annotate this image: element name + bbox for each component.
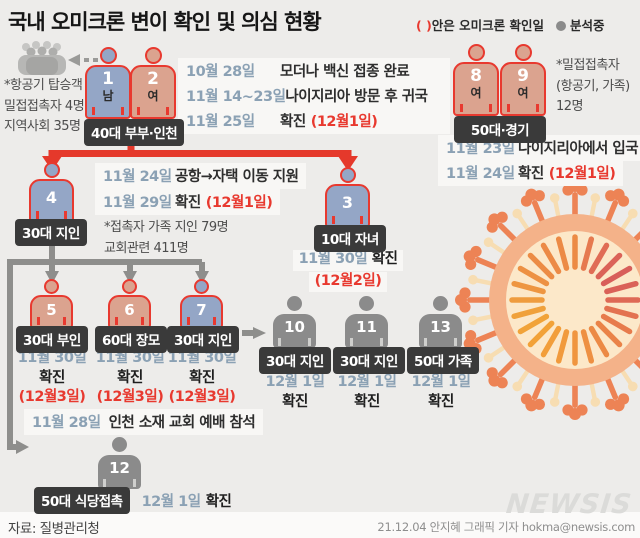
p6-dates: 11월 30일 확진 (12월3일) — [95, 350, 165, 405]
paren-sample: ( ) — [416, 18, 432, 33]
dashed-arrowhead — [68, 54, 80, 66]
person-9-body: 9 여 — [500, 62, 546, 116]
timeline-p4-row-2: 11월 29일 확진 (12월1일) — [95, 189, 281, 215]
flight-note: *항공기 탑승객 밀접접촉자 4명 지역사회 35명 — [4, 78, 85, 134]
person-11-head — [359, 296, 374, 311]
church-note-row: 11월 28일 인천 소재 교회 예배 참석 — [24, 409, 264, 435]
source-credit: 자료: 질병관리청 — [8, 521, 100, 537]
person-6: 6 — [108, 279, 151, 329]
person-8-head — [467, 44, 485, 61]
gray-arrowhead-p5 — [45, 271, 59, 284]
person-9-head — [514, 44, 532, 61]
gray-arrowhead-p7 — [195, 271, 209, 284]
person-5-head — [44, 279, 59, 294]
p11-dates: 12월 1일 확진 — [337, 374, 398, 410]
person-11-body: 11 — [345, 314, 388, 348]
timeline-gyeonggi-row-2: 11월 24일 확진 (12월1일) — [438, 160, 624, 186]
newsis-logo: NEWSIS — [504, 489, 634, 520]
person-7: 7 — [180, 279, 223, 329]
person-5-body: 5 — [30, 295, 73, 329]
person-5: 5 — [30, 279, 73, 329]
chip-p5: 30대 부인 — [16, 326, 88, 353]
person-13-body: 13 — [419, 314, 462, 348]
gray-connectors — [7, 239, 254, 450]
person-1: 1 남 — [85, 47, 131, 119]
p5-dates: 11월 30일 확진 (12월3일) — [17, 350, 87, 405]
person-13-head — [433, 296, 448, 311]
timeline-couple-row-2: 11월 14~23일나이지리아 방문 후 귀국 — [178, 83, 450, 109]
person-9: 9 여 — [500, 44, 546, 116]
person-12-body: 12 — [98, 455, 141, 489]
gray-arrowhead-p6 — [123, 271, 137, 284]
p4-contacts-note: *접촉자 가족 지인 79명 교회관련 411명 — [104, 220, 229, 256]
chip-p4: 30대 지인 — [15, 219, 87, 246]
person-3: 3 — [325, 167, 370, 228]
person-1-head — [99, 47, 117, 64]
person-12-head — [112, 437, 127, 452]
chip-couple: 40대 부부·인천 — [84, 119, 185, 146]
person-8: 8 여 — [453, 44, 499, 116]
person-10-head — [287, 296, 302, 311]
p7-dates: 11월 30일 확진 (12월3일) — [167, 350, 237, 405]
crowd-icon — [18, 41, 66, 75]
legend-analyzing: 분석중 — [556, 15, 605, 34]
person-7-body: 7 — [180, 295, 223, 329]
timeline-couple-row-1: 10월 28일 모더나 백신 접종 완료 — [178, 58, 450, 84]
chip-p6: 60대 장모 — [95, 326, 167, 353]
person-10: 10 — [273, 296, 316, 348]
p13-dates: 12월 1일 확진 — [411, 374, 472, 410]
person-2-head — [144, 47, 162, 64]
person-6-body: 6 — [108, 295, 151, 329]
timeline-couple-row-3: 11월 25일 확진 (12월1일) — [178, 108, 450, 134]
person-4-body: 4 — [29, 179, 74, 223]
person-4-head — [43, 162, 60, 178]
red-arrowhead-right — [338, 156, 358, 171]
person-12: 12 — [98, 437, 141, 489]
chip-p13: 50대 가족 — [407, 347, 479, 374]
p3-dates: 11월 30일 확진 (12월2일) — [290, 250, 406, 293]
person-2-body: 2 여 — [130, 65, 176, 119]
chip-p7: 30대 지인 — [167, 326, 239, 353]
person-7-head — [194, 279, 209, 294]
p12-row: 50대 식당접촉 12월 1일 확진 — [34, 487, 232, 514]
chip-gyeonggi: 50대·경기 — [454, 116, 546, 143]
gyeonggi-note: *밀접접촉자 (항공기, 가족) 12명 — [556, 58, 630, 114]
person-8-body: 8 여 — [453, 62, 499, 116]
person-4: 4 — [29, 162, 74, 223]
person-6-head — [122, 279, 137, 294]
person-10-body: 10 — [273, 314, 316, 348]
chip-p12: 50대 식당접촉 — [34, 487, 130, 514]
chip-p10: 30대 지인 — [259, 347, 331, 374]
reporter-credit: 21.12.04 안지혜 그래픽 기자 hokma@newsis.com — [377, 520, 635, 534]
coronavirus-illustration — [455, 180, 640, 420]
person-2: 2 여 — [130, 47, 176, 119]
person-3-head — [339, 167, 356, 183]
person-1-body: 1 남 — [85, 65, 131, 119]
person-13: 13 — [419, 296, 462, 348]
page-title: 국내 오미크론 변이 확인 및 의심 현황 — [8, 10, 322, 34]
p10-dates: 12월 1일 확진 — [265, 374, 326, 410]
analyzing-dot-icon — [556, 21, 566, 31]
gray-arrowhead-p12 — [16, 440, 29, 454]
person-3-body: 3 — [325, 184, 370, 228]
chip-p11: 30대 지인 — [333, 347, 405, 374]
footer-strip — [0, 512, 640, 538]
gray-arrowhead-p10 — [253, 327, 266, 339]
legend-confirm-date: ( )안은 오미크론 확인일 — [416, 18, 544, 33]
person-11: 11 — [345, 296, 388, 348]
chip-p3: 10대 자녀 — [314, 225, 386, 252]
timeline-p4-row-1: 11월 24일 공항→자택 이동 지원 — [95, 163, 307, 189]
